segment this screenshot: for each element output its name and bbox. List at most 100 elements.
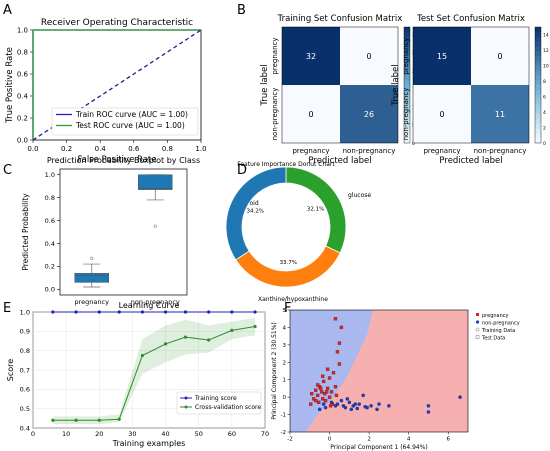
pca-point-pregnancy [327,395,332,399]
train-cm-colorbar-segment [404,60,410,67]
pca-point-non-pregnancy [426,404,431,408]
boxplot-box [74,272,109,283]
pca-point-non-pregnancy [339,398,344,403]
test-cm-colorbar-segment [535,51,541,57]
pca-y-label: Principal Component 2 (30.51%) [271,322,278,420]
pca-point-pregnancy [316,393,320,398]
test-cm-colorbar-segment [535,85,541,91]
test-cm-col-label: non-pregnancy [474,147,527,155]
test-cm-colorbar-tick: 6 [543,94,546,100]
roc-legend-label: Test ROC curve (AUC = 1.00) [75,121,185,130]
test-cm-y-label: True label [391,64,401,106]
boxplot-category-label: pregnancy [75,298,110,306]
train-cm-colorbar-segment [404,65,410,71]
pca-point-non-pregnancy [349,407,354,412]
pca-region-non-pregnancy [290,310,374,432]
pca-y-tick-label: 5 [283,308,287,314]
train-cm-colorbar-tick: 0 [412,141,415,147]
test-cm-colorbar-segment [535,70,541,76]
pca-point-pregnancy [329,390,334,394]
learning-cv-point [183,335,188,339]
learning-y-label: Score [6,359,15,381]
learning-y-tick-label: 1.0 [20,308,30,316]
roc-legend-label: Train ROC curve (AUC = 1.00) [75,110,188,119]
roc-legend-box [51,107,199,136]
test-cm-colorbar-segment [535,31,541,38]
roc-y-tick-label: 1.0 [17,27,28,35]
test-cm-col-label: pregnancy [423,147,460,155]
test-cm-colorbar-segment [535,56,541,62]
pca-decision-boundary-chart: -2 0 2 4 6 -2 -1 0 1 2 3 4 5 Principal Component 1 (6… [271,308,520,451]
pca-point-pregnancy [324,390,329,394]
test-cm-colorbar-segment [535,128,541,134]
test-cm-title: Test Set Confusion Matrix [416,14,525,24]
test-cm-cell-value: 15 [437,52,447,61]
pca-point-pregnancy [325,386,330,391]
test-cm-colorbar-tick: 12 [543,48,549,54]
test-cm-colorbar-segment [535,104,541,110]
donut-slice [235,245,341,288]
roc-x-tick-label: 0.0 [27,145,38,153]
roc-chart: 0.0 0.2 0.4 0.6 0.8 1.0 0.0 0.2 0.4 0.6 0.8 1.0 Rece… [5,18,207,165]
pca-point-pregnancy [316,383,320,387]
test-cm-colorbar-tick: 2 [543,125,546,131]
pca-point-non-pregnancy [335,402,340,406]
test-cm-colorbar-segment [535,138,541,144]
pca-point-non-pregnancy [377,402,381,406]
boxplot-box [138,174,173,190]
test-cm-colorbar-segment [535,60,541,67]
learning-x-tick-label: 70 [261,430,269,438]
train-cm-colorbar-segment [404,109,410,115]
donut-slice [225,166,287,261]
learning-cv-point [253,324,257,329]
roc-x-tick-label: 0.4 [95,145,107,153]
pca-point-pregnancy [317,400,321,405]
pca-point-pregnancy [328,404,333,408]
pca-point-pregnancy [314,388,318,392]
test-cm-colorbar-tick: 8 [543,79,546,85]
train-cm-colorbar-segment [404,118,410,125]
boxplot-y-tick-label: 0.0 [45,286,55,294]
learning-cv-point [140,353,144,358]
pca-y-tick-label: 4 [283,325,287,331]
pca-point-non-pregnancy [375,407,379,412]
train-cm-cell [282,27,340,85]
train-cm-colorbar-segment [404,133,410,139]
boxplot-y-tick-label: 0.4 [45,240,55,248]
train-cm-colorbar-segment [404,41,410,47]
test-cm-colorbar-segment [535,36,541,42]
learning-x-label: Training examples [112,439,186,448]
test-cm-colorbar-segment [535,99,541,105]
pca-legend-marker [476,313,479,316]
boxplot-flier [153,224,157,228]
pca-point-non-pregnancy [357,402,361,406]
pca-point-non-pregnancy [345,397,350,401]
train-cm-y-label: True label [260,64,270,106]
train-cm-colorbar-segment [404,46,410,52]
test-cm-cell [471,27,529,85]
pca-point-pregnancy [320,397,325,401]
pca-x-tick-label: 0 [328,437,332,443]
train-cm-col-label: pregnancy [292,147,329,155]
test-cm-frame [412,26,530,144]
pca-point-pregnancy [322,392,327,396]
train-cm-cell [340,27,398,85]
learning-legend-marker [184,405,188,409]
train-cm-colorbar-segment [404,94,410,100]
test-cm-colorbar-tick: 0 [543,141,546,147]
learning-training-point [51,310,55,314]
train-cm-colorbar-segment [404,80,410,86]
learning-cv-line [52,326,256,421]
learning-x-tick-label: 30 [128,430,136,438]
pca-point-pregnancy [321,379,326,384]
train-cm-colorbar-segment [404,75,410,81]
roc-x-label: False Positive Rate [78,155,157,165]
learning-cv-point [51,418,55,422]
roc-series-line [32,29,202,141]
learning-legend-marker [184,396,188,400]
pca-point-pregnancy [337,362,342,366]
test-cm-colorbar-segment [535,123,541,129]
train-cm-colorbar-segment [404,31,410,38]
train-cm-colorbar-segment [404,89,410,96]
